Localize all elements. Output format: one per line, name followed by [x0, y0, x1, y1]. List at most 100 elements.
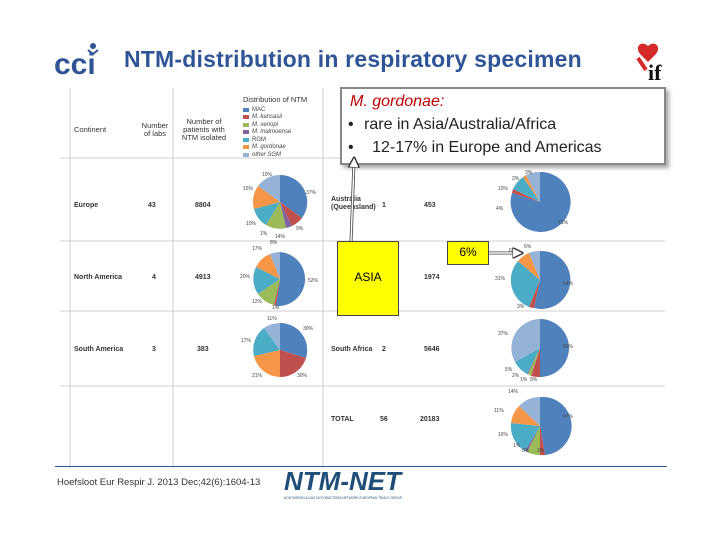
row-patients: 20183	[420, 416, 440, 423]
row-patients: 4913	[195, 274, 211, 281]
row-labs: 3	[152, 346, 156, 353]
row-labs: 43	[148, 202, 156, 209]
pie-south-africa	[511, 319, 569, 378]
row-patients: 383	[197, 346, 209, 353]
pie-total	[510, 396, 572, 456]
pie-label: 2%	[512, 373, 520, 379]
pie-label: 9%	[296, 226, 304, 232]
legend-item: RGM	[243, 136, 291, 144]
row-continent: Europe	[74, 202, 99, 209]
col-continent: Continent	[74, 125, 107, 134]
pie-label: 31%	[495, 276, 506, 282]
pie-label: 37%	[498, 331, 509, 337]
pie-label: 3%	[525, 170, 533, 176]
pie-asia	[510, 250, 571, 309]
row-continent: South America	[74, 346, 124, 353]
row-continent: North America	[74, 274, 122, 281]
pie-label: 37%	[306, 190, 317, 196]
pie-label: 20%	[240, 274, 251, 280]
pie-label: 17%	[252, 246, 263, 252]
six-percent-label: 6%	[459, 245, 477, 259]
pie-label: 47%	[563, 414, 574, 420]
ntm-net-logo: NTM-NET NONTUBERCULOUS MYCOBACTERIA NETW…	[282, 466, 442, 507]
legend-item: M. xenopi	[243, 121, 291, 129]
legend-item: M. gordonae	[243, 144, 291, 152]
legend-swatch	[243, 107, 249, 112]
pie-label: 1%	[520, 377, 528, 383]
if-logo-text: if	[648, 60, 662, 84]
citation: Hoefsloot Eur Respir J. 2013 Dec;42(6):1…	[57, 477, 261, 488]
pie-label: 50%	[563, 344, 574, 350]
row-patients: 453	[424, 202, 436, 209]
pie-label: 1%	[513, 443, 521, 449]
pie-label: 17%	[241, 338, 252, 344]
pie-label: 15%	[243, 186, 254, 192]
pie-label: 2%	[512, 176, 520, 182]
pie-label: 1%	[260, 231, 268, 237]
pie-label: 11%	[267, 316, 277, 322]
row-continent: South Africa	[331, 346, 373, 353]
cci-logo: cci	[52, 40, 112, 82]
row-labs: 4	[152, 274, 156, 281]
pie-label: 8%	[270, 240, 278, 246]
gordonae-callout: M. gordonae: • rare in Asia/Australia/Af…	[340, 87, 666, 165]
pie-label: 14%	[508, 389, 519, 395]
row-continent: TOTAL	[331, 416, 354, 423]
if-logo: if	[628, 40, 678, 85]
pie-europe	[252, 174, 308, 229]
cci-logo-text: cci	[54, 48, 96, 81]
legend-swatch	[243, 137, 249, 142]
ntm-net-subtext: NONTUBERCULOUS MYCOBACTERIA NETWORK EURO…	[284, 496, 402, 500]
asia-label: ASIA	[354, 270, 382, 284]
callout-title: M. gordonae:	[350, 93, 445, 110]
row-labs: 1	[382, 202, 386, 209]
pie-label: 3%	[537, 448, 545, 454]
pie-label: 30%	[297, 373, 308, 379]
col-patients: Number of patients with NTM isolated	[181, 117, 227, 142]
pie-label: 1%	[272, 305, 280, 311]
arrow-overlay	[340, 150, 530, 260]
pie-label: 9%	[530, 377, 538, 383]
row-patients: 1974	[424, 274, 440, 281]
pie-australia	[510, 171, 571, 232]
row-labs: 2	[382, 346, 386, 353]
col-labs: Number of labs	[141, 121, 169, 138]
legend-item: M. kansasii	[243, 114, 291, 122]
pie-label: 10%	[246, 221, 257, 227]
pie-label: 4%	[496, 206, 504, 212]
legend-swatch	[243, 152, 249, 157]
legend-item: MAC	[243, 106, 291, 114]
pie-north-america	[253, 252, 306, 307]
page-title: NTM-distribution in respiratory specimen	[124, 46, 582, 72]
bullet-icon: •	[348, 116, 354, 133]
pie-label: 11%	[494, 408, 504, 414]
legend-swatch	[243, 130, 249, 135]
footer-divider	[55, 466, 667, 467]
ntm-net-logo-text: NTM-NET	[284, 466, 403, 496]
pie-label: 71%	[558, 220, 569, 226]
pie-label: 5%	[505, 367, 513, 373]
pie-label: 3%	[517, 304, 525, 310]
legend-swatch	[243, 145, 249, 150]
col-distribution: Distribution of NTM	[243, 95, 308, 104]
row-patients: 8804	[195, 202, 211, 209]
row-labs: 56	[380, 416, 388, 423]
callout-bullet-1: • rare in Asia/Australia/Africa	[348, 116, 557, 133]
callout-bullet-2: • 12-17% in Europe and Americas	[348, 139, 602, 156]
pie-label: 54%	[563, 281, 574, 287]
pie-label: 10%	[262, 172, 273, 178]
asia-highlight: ASIA	[337, 241, 399, 316]
legend: MAC M. kansasii M. xenopi M. malmoense R…	[243, 106, 291, 159]
legend-swatch	[243, 122, 249, 127]
pie-label: 12%	[252, 299, 263, 305]
pie-label: 14%	[275, 234, 286, 240]
six-percent-highlight: 6%	[447, 241, 489, 265]
legend-item: other SGM	[243, 151, 291, 159]
legend-swatch	[243, 115, 249, 120]
pie-label: 10%	[498, 186, 509, 192]
pie-label: 52%	[308, 278, 319, 284]
row-patients: 5646	[424, 346, 440, 353]
pie-label: 8%	[522, 448, 530, 454]
legend-item: M. malmoense	[243, 129, 291, 137]
pie-label: 16%	[498, 432, 509, 438]
